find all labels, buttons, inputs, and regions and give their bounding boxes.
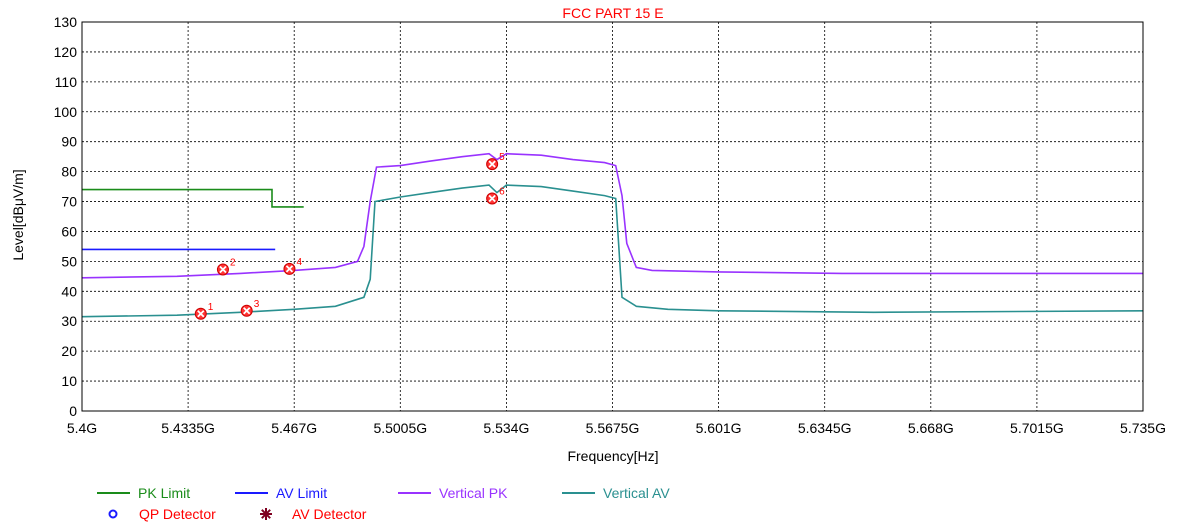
legend-entry-pk-limit: PK Limit bbox=[97, 485, 190, 501]
legend-label: AV Detector bbox=[292, 506, 367, 522]
series-line-pk-limit bbox=[82, 188, 304, 208]
grid-lines bbox=[82, 22, 1143, 411]
marker-cross bbox=[243, 307, 251, 315]
series-line-vertical-av bbox=[81, 184, 1144, 318]
marker-number-label: 4 bbox=[296, 257, 302, 268]
y-tick-label: 50 bbox=[61, 253, 77, 269]
x-tick-label: 5.4G bbox=[67, 420, 97, 436]
y-tick-label: 110 bbox=[55, 74, 78, 90]
y-tick-labels: 0 10 20 30 40 50 60 70 80 90 100 110 120 130 bbox=[54, 14, 78, 419]
y-tick-label: 0 bbox=[69, 403, 77, 419]
marker-number-label: 1 bbox=[208, 302, 214, 313]
x-tick-label: 5.467G bbox=[271, 420, 317, 436]
y-tick-label: 70 bbox=[61, 194, 77, 210]
y-tick-label: 130 bbox=[54, 14, 78, 30]
marker-number-label: 5 bbox=[499, 152, 505, 163]
x-tick-label: 5.7015G bbox=[1010, 420, 1064, 436]
legend-label: QP Detector bbox=[139, 506, 216, 522]
y-tick-label: 90 bbox=[61, 134, 77, 150]
marker-cross bbox=[488, 160, 496, 168]
x-tick-label: 5.668G bbox=[908, 420, 954, 436]
legend-entry-av-detector: AV Detector bbox=[260, 506, 367, 522]
x-tick-label: 5.534G bbox=[483, 420, 529, 436]
legend-label: AV Limit bbox=[276, 485, 327, 501]
marker-cross bbox=[219, 265, 227, 274]
marker-3: 3 bbox=[240, 299, 260, 317]
y-axis-label: Level[dBμV/m] bbox=[10, 169, 26, 260]
circle-icon bbox=[108, 509, 118, 519]
x-tick-label: 5.601G bbox=[696, 420, 742, 436]
legend-entry-av-limit: AV Limit bbox=[235, 485, 327, 501]
marker-4: 4 bbox=[283, 257, 302, 275]
x-tick-label: 5.735G bbox=[1120, 420, 1166, 436]
x-tick-label: 5.6345G bbox=[798, 420, 852, 436]
plot-frame bbox=[81, 21, 1144, 412]
x-tick-label: 5.5005G bbox=[373, 420, 427, 436]
legend-label: PK Limit bbox=[138, 485, 190, 501]
marker-number-label: 3 bbox=[254, 299, 260, 310]
y-tick-label: 80 bbox=[61, 164, 77, 180]
y-tick-label: 100 bbox=[54, 104, 78, 120]
series-line-vertical-pk bbox=[81, 152, 1143, 279]
legend-entry-qp-detector: QP Detector bbox=[108, 506, 216, 522]
marker-6: 6 bbox=[486, 187, 505, 205]
marker-number-label: 6 bbox=[499, 187, 505, 198]
marker-2: 2 bbox=[216, 257, 236, 276]
chart-title: FCC PART 15 E bbox=[562, 5, 663, 21]
x-tick-label: 5.5675G bbox=[586, 420, 640, 436]
star-icon bbox=[260, 508, 272, 520]
y-tick-label: 120 bbox=[54, 44, 78, 60]
x-axis-label: Frequency[Hz] bbox=[567, 448, 658, 464]
detector-markers: 1 2 3 4 5 6 bbox=[194, 152, 505, 320]
y-tick-label: 60 bbox=[61, 223, 77, 239]
y-tick-label: 20 bbox=[61, 343, 77, 359]
series-lines bbox=[81, 152, 1144, 318]
legend-label: Vertical PK bbox=[439, 485, 508, 501]
marker-1: 1 bbox=[194, 302, 214, 320]
x-tick-labels: 5.4G 5.4335G 5.467G 5.5005G 5.534G 5.5675G 5.6… bbox=[67, 420, 1166, 436]
marker-5: 5 bbox=[486, 152, 505, 171]
marker-cross bbox=[197, 310, 205, 318]
y-tick-label: 10 bbox=[61, 373, 77, 389]
legend-entry-vertical-av: Vertical AV bbox=[562, 485, 670, 501]
marker-cross bbox=[285, 265, 294, 273]
y-tick-label: 40 bbox=[61, 283, 77, 299]
x-tick-label: 5.4335G bbox=[161, 420, 215, 436]
marker-number-label: 2 bbox=[230, 257, 236, 268]
legend-label: Vertical AV bbox=[603, 485, 670, 501]
y-tick-label: 30 bbox=[61, 313, 77, 329]
legend-entry-vertical-pk: Vertical PK bbox=[398, 485, 508, 501]
marker-cross bbox=[488, 194, 496, 203]
legend: PK Limit AV Limit Vertical PK Vertical AV QP… bbox=[97, 485, 670, 522]
